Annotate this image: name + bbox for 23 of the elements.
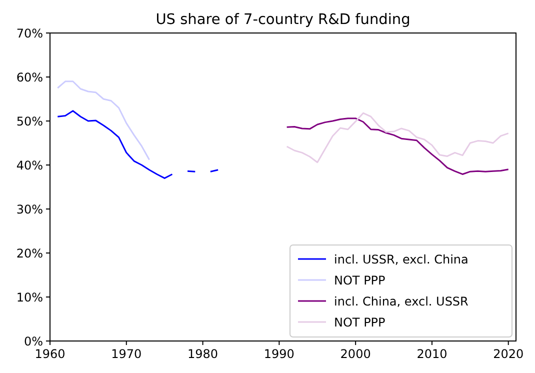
legend-label: NOT PPP bbox=[334, 274, 386, 288]
y-tick-label: 30% bbox=[16, 202, 43, 216]
legend-label: NOT PPP bbox=[334, 316, 386, 330]
legend-label: incl. USSR, excl. China bbox=[334, 252, 468, 266]
chart-title: US share of 7-country R&D funding bbox=[156, 12, 410, 28]
x-tick-label: 2000 bbox=[340, 347, 371, 361]
x-tick-label: 2010 bbox=[416, 347, 448, 361]
y-tick-label: 50% bbox=[16, 114, 43, 128]
x-tick-label: 1960 bbox=[34, 347, 66, 361]
y-tick-label: 0% bbox=[24, 334, 43, 348]
y-tick-label: 60% bbox=[16, 70, 43, 84]
y-tick-label: 70% bbox=[16, 26, 43, 40]
line-series bbox=[286, 118, 510, 175]
line-series bbox=[56, 80, 150, 160]
y-tick-label: 10% bbox=[16, 290, 43, 304]
x-tick-label: 1970 bbox=[111, 347, 142, 361]
x-tick-label: 2020 bbox=[493, 347, 524, 361]
y-tick-label: 20% bbox=[16, 246, 43, 260]
x-tick-label: 1980 bbox=[188, 347, 218, 361]
x-tick-label: 1990 bbox=[264, 347, 294, 361]
legend-label: incl. China, excl. USSR bbox=[334, 294, 468, 308]
line-series bbox=[286, 112, 510, 164]
y-tick-label: 40% bbox=[16, 158, 43, 172]
